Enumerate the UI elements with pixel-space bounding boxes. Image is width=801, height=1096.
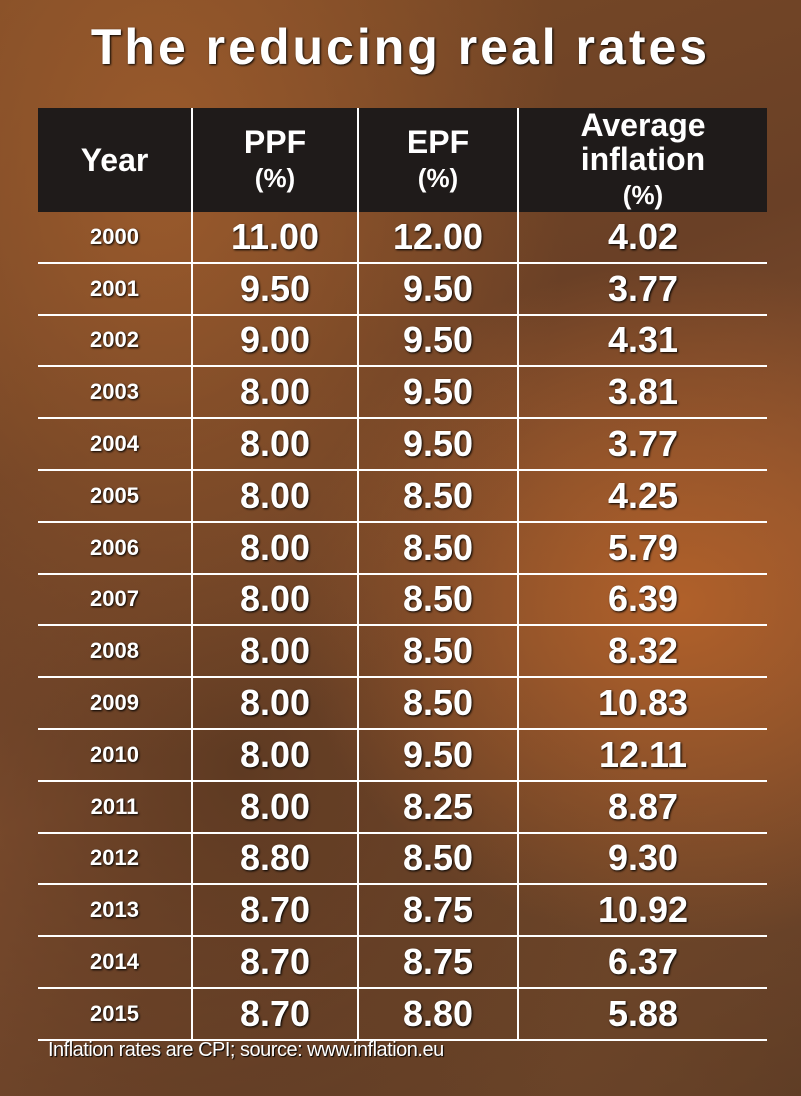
year-cell: 2014: [38, 936, 192, 989]
year-cell: 2000: [38, 212, 192, 264]
ppf-cell: 8.00: [191, 366, 358, 420]
table-body: 2000 11.00 12.00 4.02 2001 9.50 9.50 3.77 2002 9.…: [38, 212, 767, 1041]
header-unit: (%): [417, 163, 459, 193]
ppf-cell: 8.00: [191, 728, 358, 782]
year-cell: 2003: [38, 366, 192, 420]
year-cell: 2005: [38, 469, 192, 523]
year-cell: 2010: [38, 728, 192, 782]
table-row: 2001 9.50 9.50 3.77: [38, 262, 767, 316]
inflation-cell: 12.11: [517, 728, 767, 782]
header-label: PPF: [243, 124, 307, 160]
table-row: 2003 8.00 9.50 3.81: [38, 366, 767, 420]
table-row: 2014 8.70 8.75 6.37: [38, 936, 767, 989]
epf-cell: 9.50: [357, 366, 518, 420]
header-label: Average inflation: [580, 107, 706, 177]
ppf-cell: 8.00: [191, 418, 358, 471]
footnote: Inflation rates are CPI; source: www.inf…: [48, 1039, 444, 1061]
page-title: The reducing real rates: [90, 19, 711, 75]
epf-cell: 9.50: [357, 728, 518, 782]
epf-cell: 8.75: [357, 936, 518, 989]
ppf-cell: 9.00: [191, 314, 358, 368]
epf-cell: 9.50: [357, 418, 518, 471]
epf-cell: 9.50: [357, 314, 518, 368]
table-header-row: Year PPF (%) EPF (%) Average inflation (%): [38, 108, 767, 212]
year-cell: 2001: [38, 262, 192, 316]
ppf-cell: 8.00: [191, 625, 358, 679]
inflation-cell: 6.39: [517, 573, 767, 627]
header-label: EPF: [406, 124, 470, 160]
ppf-cell: 11.00: [191, 212, 358, 264]
header-unit: (%): [254, 163, 296, 193]
year-cell: 2006: [38, 521, 192, 575]
ppf-cell: 8.00: [191, 677, 358, 730]
table-row: 2006 8.00 8.50 5.79: [38, 521, 767, 575]
epf-cell: 8.50: [357, 832, 518, 886]
table-row: 2007 8.00 8.50 6.39: [38, 573, 767, 627]
ppf-cell: 8.80: [191, 832, 358, 886]
year-cell: 2008: [38, 625, 192, 679]
inflation-cell: 5.79: [517, 521, 767, 575]
ppf-cell: 9.50: [191, 262, 358, 316]
table-row: 2002 9.00 9.50 4.31: [38, 314, 767, 368]
header-ppf: PPF (%): [191, 108, 358, 212]
header-label: Year: [80, 142, 149, 178]
inflation-cell: 5.88: [517, 987, 767, 1041]
inflation-cell: 4.31: [517, 314, 767, 368]
table-row: 2010 8.00 9.50 12.11: [38, 728, 767, 782]
table-row: 2005 8.00 8.50 4.25: [38, 469, 767, 523]
epf-cell: 9.50: [357, 262, 518, 316]
header-year: Year: [38, 108, 192, 212]
table-row: 2008 8.00 8.50 8.32: [38, 625, 767, 679]
year-cell: 2009: [38, 677, 192, 730]
year-cell: 2004: [38, 418, 192, 471]
inflation-cell: 4.02: [517, 212, 767, 264]
ppf-cell: 8.00: [191, 521, 358, 575]
ppf-cell: 8.70: [191, 884, 358, 938]
inflation-cell: 3.77: [517, 262, 767, 316]
table-row: 2015 8.70 8.80 5.88: [38, 987, 767, 1041]
inflation-cell: 4.25: [517, 469, 767, 523]
ppf-cell: 8.70: [191, 987, 358, 1041]
year-cell: 2015: [38, 987, 192, 1041]
header-epf: EPF (%): [357, 108, 518, 212]
epf-cell: 8.50: [357, 469, 518, 523]
inflation-cell: 8.87: [517, 780, 767, 834]
ppf-cell: 8.70: [191, 936, 358, 989]
ppf-cell: 8.00: [191, 573, 358, 627]
epf-cell: 8.25: [357, 780, 518, 834]
epf-cell: 12.00: [357, 212, 518, 264]
inflation-cell: 8.32: [517, 625, 767, 679]
epf-cell: 8.50: [357, 573, 518, 627]
epf-cell: 8.50: [357, 521, 518, 575]
year-cell: 2012: [38, 832, 192, 886]
inflation-cell: 10.83: [517, 677, 767, 730]
rates-table: Year PPF (%) EPF (%) Average inflation (%)…: [38, 108, 767, 1041]
ppf-cell: 8.00: [191, 780, 358, 834]
epf-cell: 8.50: [357, 677, 518, 730]
table-row: 2011 8.00 8.25 8.87: [38, 780, 767, 834]
epf-cell: 8.50: [357, 625, 518, 679]
year-cell: 2011: [38, 780, 192, 834]
year-cell: 2013: [38, 884, 192, 938]
year-cell: 2007: [38, 573, 192, 627]
table-row: 2004 8.00 9.50 3.77: [38, 418, 767, 471]
year-cell: 2002: [38, 314, 192, 368]
table-row: 2012 8.80 8.50 9.30: [38, 832, 767, 886]
inflation-cell: 9.30: [517, 832, 767, 886]
inflation-cell: 3.81: [517, 366, 767, 420]
inflation-cell: 10.92: [517, 884, 767, 938]
epf-cell: 8.80: [357, 987, 518, 1041]
header-unit: (%): [622, 180, 664, 210]
ppf-cell: 8.00: [191, 469, 358, 523]
inflation-cell: 6.37: [517, 936, 767, 989]
table-row: 2013 8.70 8.75 10.92: [38, 884, 767, 938]
header-inflation: Average inflation (%): [517, 107, 767, 212]
epf-cell: 8.75: [357, 884, 518, 938]
table-row: 2000 11.00 12.00 4.02: [38, 212, 767, 264]
inflation-cell: 3.77: [517, 418, 767, 471]
table-row: 2009 8.00 8.50 10.83: [38, 677, 767, 730]
